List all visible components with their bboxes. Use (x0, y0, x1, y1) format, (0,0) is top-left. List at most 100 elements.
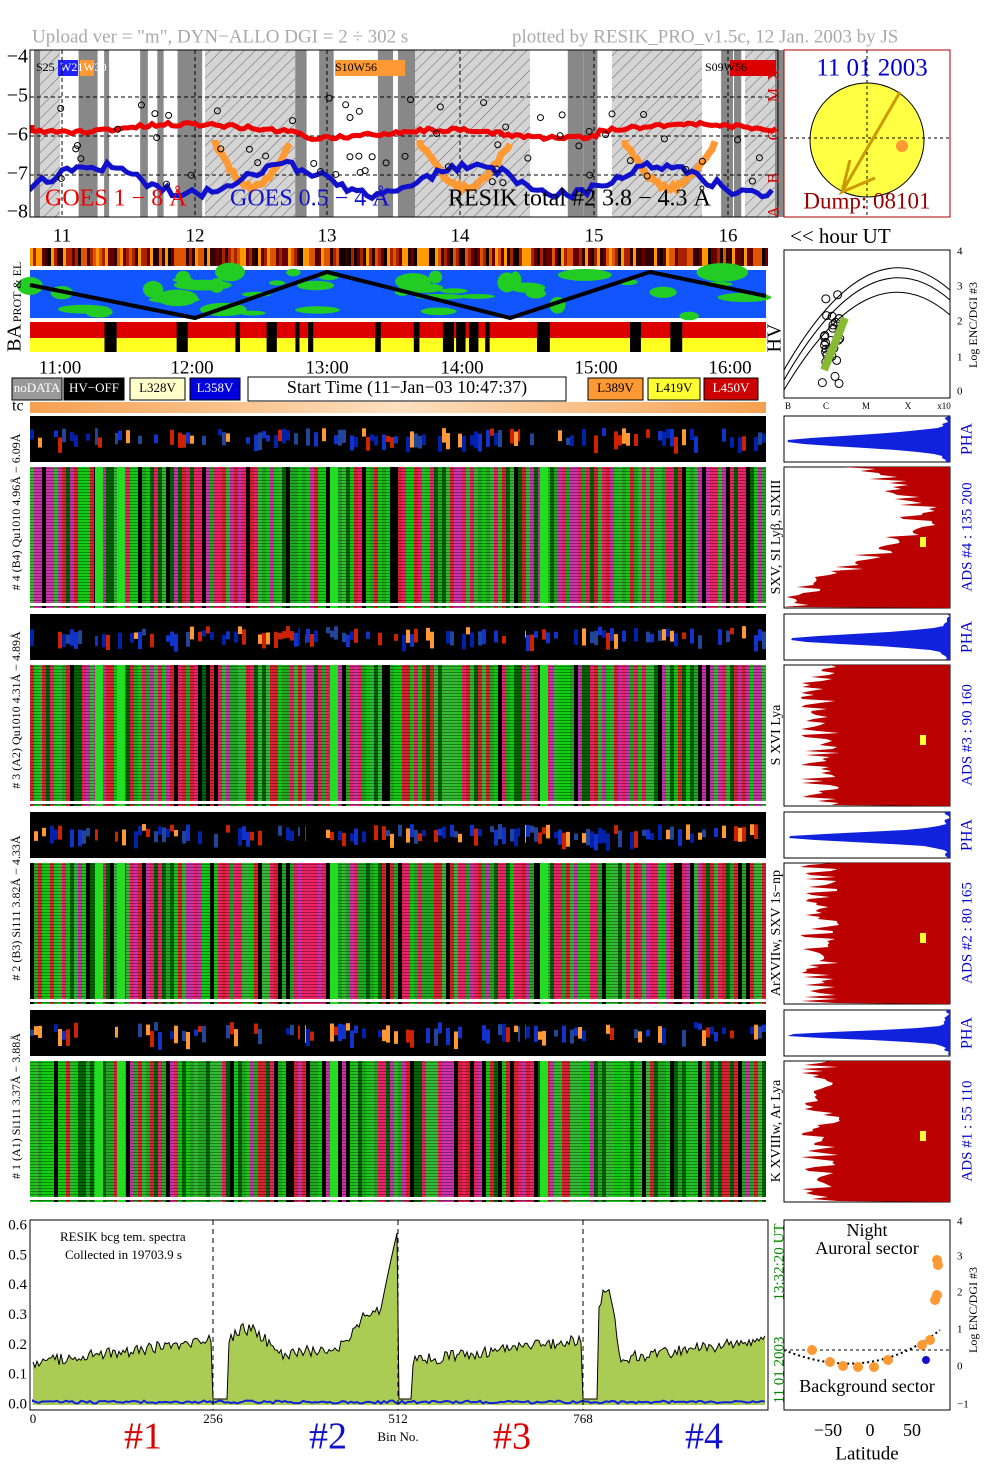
nodata-bar (117, 665, 125, 806)
pha-signal (662, 431, 666, 446)
ba-strip (30, 338, 766, 352)
particle-strip (705, 248, 708, 266)
particle-strip (159, 248, 162, 266)
pha-signal (730, 437, 734, 448)
pha-signal (530, 433, 534, 446)
particle-strip (417, 248, 420, 266)
particle-strip (228, 248, 231, 266)
pha-signal (414, 628, 418, 643)
pha-signal (54, 430, 58, 438)
pha-signal (566, 831, 570, 847)
pha-signal (634, 628, 638, 642)
particle-strip (738, 248, 741, 266)
pha-signal (454, 1031, 458, 1050)
particle-strip (651, 248, 654, 266)
edge-line (30, 999, 766, 1002)
point (245, 145, 253, 153)
label: 15 (585, 225, 604, 246)
pha-signal (86, 433, 90, 441)
particle-strip (291, 248, 294, 266)
pha-signal (190, 435, 194, 444)
pha-signal (114, 433, 118, 445)
gap (520, 614, 525, 660)
pha-signal (286, 827, 290, 841)
label: Collected in 19703.9 s (65, 1247, 182, 1262)
label: L389V (597, 380, 634, 395)
pha-signal (498, 1024, 502, 1036)
pha-signal (362, 1028, 366, 1039)
pha-signal (534, 631, 538, 638)
particle-strip (699, 248, 702, 266)
pha-signal (526, 825, 530, 837)
land (142, 280, 164, 298)
pha-signal (94, 428, 98, 445)
pha-signal (554, 1029, 558, 1037)
pha-signal (58, 825, 62, 840)
label: GOES 0.5 − 4 Å (230, 186, 390, 212)
point (346, 114, 354, 122)
pha-signal (294, 632, 298, 647)
particle-strip (498, 248, 501, 266)
label: PHA (959, 819, 976, 851)
particle-strip (333, 248, 336, 266)
pha-signal (310, 1031, 314, 1041)
ads-marker (920, 933, 926, 943)
edge-line (30, 1197, 766, 1200)
pha-signal (702, 1030, 706, 1047)
pha-signal (258, 432, 262, 451)
label: Log ENC/DGI #3 (966, 1267, 980, 1353)
pha-signal (366, 436, 370, 451)
pha-signal (170, 631, 174, 646)
particle-strip (63, 248, 66, 266)
ads-hist (800, 665, 950, 806)
point (355, 152, 363, 160)
pha-signal (682, 1029, 686, 1047)
particle-strip (285, 248, 288, 266)
point (819, 332, 829, 342)
pha-signal (82, 830, 86, 844)
pha-signal (326, 627, 330, 634)
particle-strip (648, 248, 651, 266)
pha-signal (126, 430, 130, 444)
particle-strip (540, 248, 543, 266)
particle-strip (54, 248, 57, 266)
pha-signal (590, 631, 594, 644)
pha-signal (54, 1024, 58, 1032)
pha-signal (226, 631, 230, 640)
ba-gap (442, 322, 454, 352)
particle-strip (675, 248, 678, 266)
pha-signal (570, 435, 574, 447)
pha-signal (394, 633, 398, 641)
particle-strip (636, 248, 639, 266)
pha-signal (226, 825, 230, 833)
pha-signal (170, 824, 174, 832)
label: M (862, 401, 870, 411)
point (833, 290, 843, 300)
pha-signal (446, 433, 450, 450)
label: Background sector (799, 1376, 934, 1396)
label: 0.4 (8, 1277, 27, 1293)
particle-strip (273, 248, 276, 266)
particle-strip (195, 248, 198, 266)
particle-strip (30, 248, 33, 266)
particle-strip (210, 248, 213, 266)
particle-strip (471, 248, 474, 266)
pha-hist (787, 1010, 950, 1056)
ads-marker (920, 1131, 926, 1141)
point (368, 153, 376, 161)
land (420, 307, 457, 316)
point (626, 157, 634, 165)
particle-strip (246, 248, 249, 266)
tc-strip (30, 402, 766, 413)
pha-signal (462, 633, 466, 650)
land (509, 271, 522, 290)
label: 768 (573, 1411, 593, 1426)
particle-strip (504, 248, 507, 266)
particle-strip (438, 248, 441, 266)
pha-signal (694, 436, 698, 453)
nodata-bar (330, 665, 338, 806)
particle-strip (39, 248, 42, 266)
particle-strip (420, 248, 423, 266)
pha-signal (582, 1030, 586, 1042)
pha-signal (470, 824, 474, 837)
